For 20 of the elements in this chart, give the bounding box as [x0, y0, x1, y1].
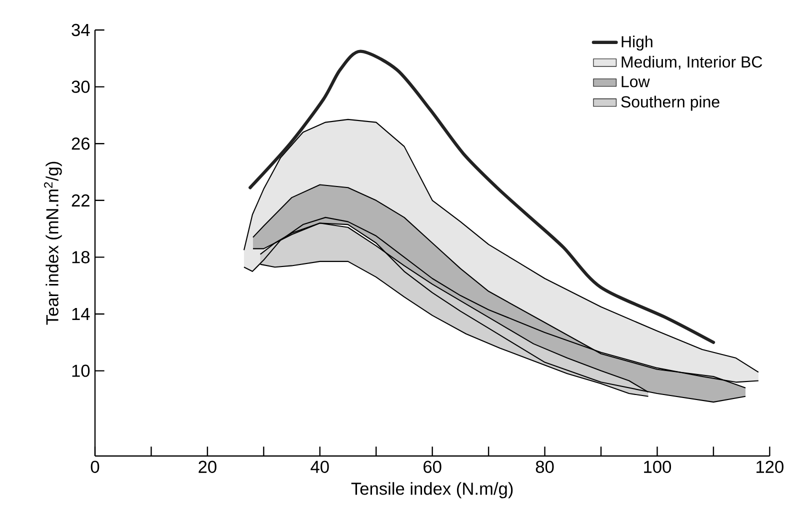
legend-label: Medium, Interior BC	[622, 56, 762, 70]
y-tick-label: 30	[72, 80, 90, 93]
x-tick-label: 60	[424, 460, 442, 473]
y-tick-label: 34	[72, 24, 90, 36]
y-tick-label: 14	[72, 308, 90, 320]
y-tick-label: 26	[72, 137, 90, 150]
x-tick-label: 120	[756, 460, 784, 473]
x-tick-label: 80	[536, 460, 554, 473]
y-tick-label: 18	[72, 251, 90, 264]
x-tick-label: 20	[198, 460, 216, 473]
legend-label: Low	[622, 76, 650, 88]
x-tick-label: 0	[90, 460, 100, 473]
legend-label: High	[622, 36, 652, 51]
y-tick-label: 10	[72, 364, 90, 377]
x-axis-title: Tensile index (N.m/g)	[351, 482, 513, 498]
legend-label: Southern pine	[621, 96, 720, 111]
y-axis-title: Tear index (mN.m$^{2}$/g)	[44, 162, 62, 325]
x-tick-label: 40	[310, 460, 329, 473]
y-tick-label: 22	[72, 194, 90, 206]
x-tick-label: 100	[644, 460, 672, 473]
